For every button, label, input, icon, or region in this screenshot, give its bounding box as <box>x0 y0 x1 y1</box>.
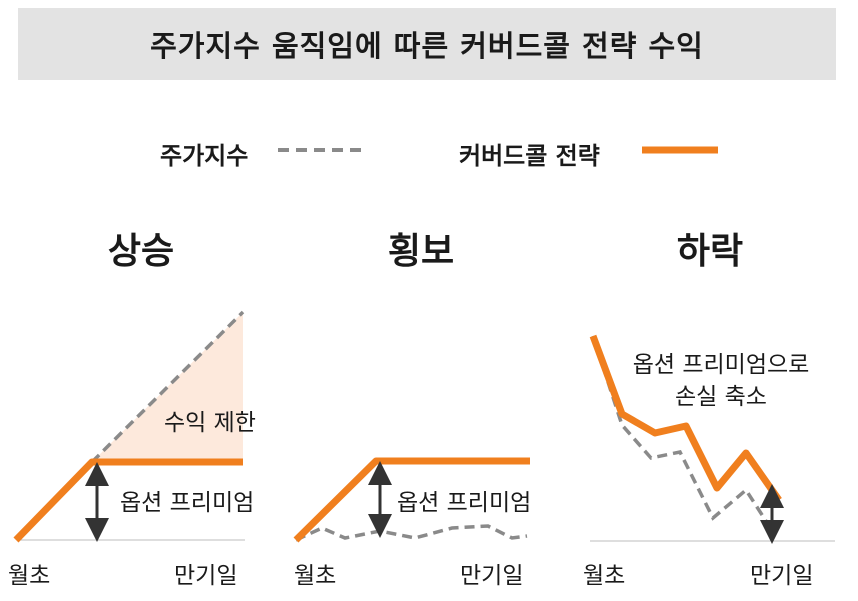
annotation-loss-line2: 손실 축소 <box>675 384 767 410</box>
index-line-fall <box>591 335 777 536</box>
legend-index-label: 주가지수 <box>160 142 249 170</box>
x-end-sideways: 만기일 <box>460 563 523 589</box>
legend-strategy-swatch <box>642 146 718 154</box>
index-line-sideways <box>295 524 528 542</box>
index-line-rise <box>90 310 245 464</box>
annotation-premium-sideways: 옵션 프리미엄 <box>397 490 531 516</box>
x-end-fall: 만기일 <box>750 563 813 589</box>
legend-index-swatch <box>278 148 362 152</box>
title-bar: 주가지수 움직임에 따른 커버드콜 전략 수익 <box>18 8 836 80</box>
annotation-cap: 수익 제한 <box>164 410 256 436</box>
x-start-fall: 월초 <box>583 563 625 589</box>
panel-fall: 옵션 프리미엄으로 손실 축소 월초 만기일 <box>583 334 835 589</box>
strategy-line-fall <box>589 334 782 503</box>
panel-title-sideways: 횡보 <box>387 231 455 272</box>
panel-sideways: 옵션 프리미엄 월초 만기일 <box>293 457 531 589</box>
x-start-sideways: 월초 <box>294 563 336 589</box>
annotation-premium-rise: 옵션 프리미엄 <box>120 490 254 516</box>
x-end-rise: 만기일 <box>174 563 237 589</box>
x-start-rise: 월초 <box>8 563 50 589</box>
legend-strategy-label: 커버드콜 전략 <box>459 142 600 170</box>
diagram-title: 주가지수 움직임에 따른 커버드콜 전략 수익 <box>150 29 704 63</box>
panel-title-rise: 상승 <box>107 231 175 272</box>
panel-title-fall: 하락 <box>676 231 744 272</box>
panel-rise: 수익 제한 옵션 프리미엄 월초 만기일 <box>8 310 256 589</box>
annotation-loss-line1: 옵션 프리미엄으로 <box>633 352 810 378</box>
